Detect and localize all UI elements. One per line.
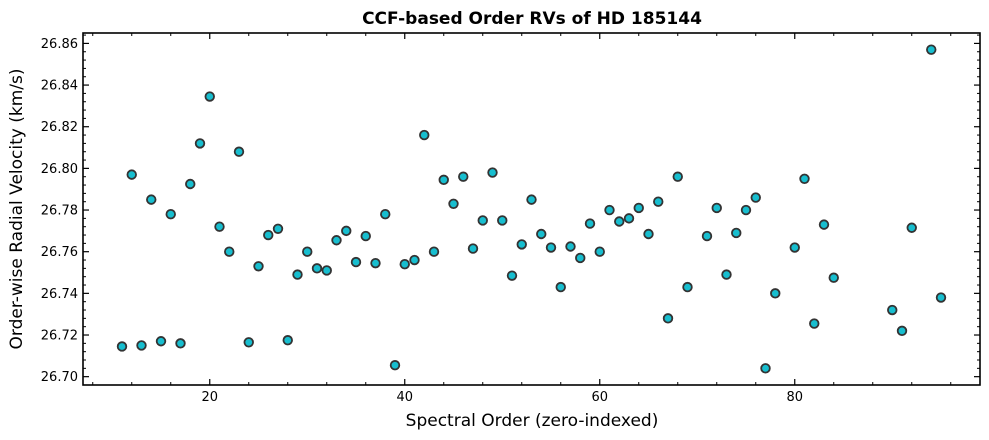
- data-point: [116, 341, 128, 352]
- data-point: [721, 269, 732, 280]
- data-point: [263, 229, 274, 241]
- data-point: [896, 325, 908, 337]
- data-point: [419, 129, 430, 141]
- data-point: [341, 225, 352, 237]
- data-point: [633, 202, 644, 214]
- data-point: [750, 192, 761, 203]
- data-point: [243, 337, 254, 348]
- data-point: [126, 169, 137, 180]
- data-point: [311, 263, 323, 274]
- data-point: [253, 261, 264, 272]
- data-point: [555, 281, 566, 293]
- data-point: [935, 292, 947, 303]
- data-point: [350, 256, 362, 268]
- data-point: [224, 246, 235, 257]
- data-point: [818, 219, 830, 230]
- data-point: [604, 204, 615, 216]
- data-point: [155, 336, 167, 347]
- data-point: [887, 304, 898, 316]
- data-point: [594, 246, 605, 257]
- data-point: [672, 171, 683, 182]
- data-point: [799, 173, 810, 184]
- x-tick-label: 20: [201, 390, 218, 405]
- data-point: [272, 223, 284, 234]
- data-point: [146, 194, 157, 205]
- data-point: [760, 363, 771, 374]
- data-point: [175, 338, 186, 349]
- plot-frame: [82, 32, 981, 386]
- data-point: [185, 178, 196, 190]
- data-point: [828, 272, 839, 283]
- data-point: [740, 204, 752, 216]
- data-point: [302, 246, 313, 257]
- data-point: [477, 215, 488, 226]
- x-axis-label: Spectral Order (zero-indexed): [406, 411, 659, 431]
- x-tick-label: 40: [396, 390, 413, 405]
- data-point: [623, 213, 635, 224]
- data-point: [165, 209, 176, 220]
- data-point: [292, 269, 303, 280]
- x-tick-label: 60: [591, 390, 608, 405]
- data-point: [536, 228, 547, 240]
- data-point: [516, 239, 527, 250]
- data-point: [458, 171, 469, 182]
- data-points: [116, 44, 947, 374]
- y-tick-label: 26.78: [41, 204, 78, 219]
- data-point: [926, 44, 937, 55]
- data-point: [545, 242, 557, 253]
- data-point: [409, 254, 420, 266]
- data-point: [487, 167, 498, 178]
- data-point: [399, 258, 410, 270]
- data-point: [643, 228, 654, 240]
- data-point: [331, 235, 342, 246]
- data-point: [497, 215, 508, 226]
- data-point: [584, 218, 596, 229]
- data-point: [711, 202, 722, 214]
- data-point: [428, 246, 440, 257]
- data-point: [233, 146, 245, 157]
- y-tick-label: 26.86: [41, 37, 78, 52]
- data-point: [506, 270, 518, 281]
- data-point: [653, 196, 664, 207]
- data-point: [731, 227, 742, 239]
- chart-title: CCF-based Order RVs of HD 185144: [362, 9, 702, 29]
- y-tick-label: 26.80: [41, 162, 78, 177]
- y-axis-label: Order-wise Radial Velocity (km/s): [7, 69, 27, 350]
- data-point: [204, 91, 215, 102]
- data-point: [682, 281, 693, 293]
- data-point: [467, 243, 479, 254]
- y-tick-label: 26.72: [41, 329, 78, 344]
- data-point: [370, 257, 381, 269]
- x-tick-label: 80: [786, 390, 803, 405]
- data-point: [448, 198, 459, 209]
- data-point: [809, 318, 820, 329]
- axis-ticks: 20 40 60 80 26.70 26.72 26.74 26.76 26.78 26.80 26…: [41, 33, 980, 405]
- data-point: [565, 241, 576, 252]
- y-tick-label: 26.82: [41, 120, 78, 135]
- data-point: [389, 360, 401, 371]
- data-point: [214, 221, 225, 232]
- data-point: [575, 252, 586, 264]
- data-point: [526, 194, 537, 205]
- data-point: [194, 138, 206, 149]
- data-point: [614, 216, 625, 227]
- data-point: [282, 335, 293, 346]
- y-tick-label: 26.74: [41, 287, 78, 302]
- data-point: [662, 313, 674, 324]
- data-point: [438, 174, 449, 186]
- data-point: [906, 222, 917, 233]
- data-point: [380, 209, 391, 220]
- y-tick-label: 26.70: [41, 370, 78, 385]
- data-point: [360, 230, 371, 242]
- data-point: [770, 288, 781, 299]
- y-tick-label: 26.84: [41, 79, 78, 94]
- data-point: [321, 265, 332, 276]
- y-tick-label: 26.76: [41, 245, 78, 260]
- data-point: [701, 230, 713, 242]
- data-point: [789, 242, 800, 253]
- data-point: [136, 340, 147, 351]
